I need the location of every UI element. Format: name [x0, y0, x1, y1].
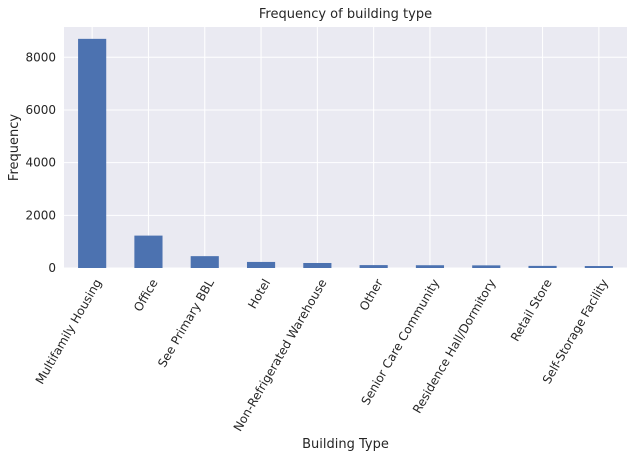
y-tick-labels: 0 2000 4000 6000 8000	[25, 50, 56, 275]
bar	[584, 266, 613, 268]
bar	[528, 265, 557, 268]
y-tick-label: 2000	[25, 208, 56, 222]
x-axis-label: Building Type	[302, 437, 389, 452]
x-tick-label: Multifamily Housing	[33, 277, 105, 387]
bar	[134, 235, 163, 268]
x-tick-label: Non-Refrigerated Warehouse	[231, 277, 330, 434]
plot-area	[64, 27, 627, 268]
x-tick-label: Hotel	[245, 277, 273, 312]
bar	[359, 265, 388, 268]
y-tick-label: 6000	[25, 103, 56, 117]
bar	[303, 262, 332, 268]
x-tick-label: Retail Store	[508, 277, 555, 344]
y-tick-label: 0	[48, 261, 56, 275]
y-tick-label: 4000	[25, 156, 56, 170]
x-tick-label: Office	[131, 277, 161, 314]
chart-title: Frequency of building type	[259, 7, 432, 22]
gridlines	[64, 27, 627, 269]
bar	[472, 265, 501, 268]
bar	[246, 261, 276, 268]
y-tick-label: 8000	[25, 50, 56, 64]
bars	[78, 38, 613, 268]
x-tick-label: Other	[357, 277, 386, 314]
bar	[190, 256, 219, 268]
bar	[415, 265, 445, 268]
bar	[78, 38, 107, 268]
x-tick-label: Self-Storage Facility	[540, 277, 611, 387]
y-axis-label: Frequency	[7, 114, 22, 181]
x-tick-label: See Primary BBL	[155, 276, 217, 369]
